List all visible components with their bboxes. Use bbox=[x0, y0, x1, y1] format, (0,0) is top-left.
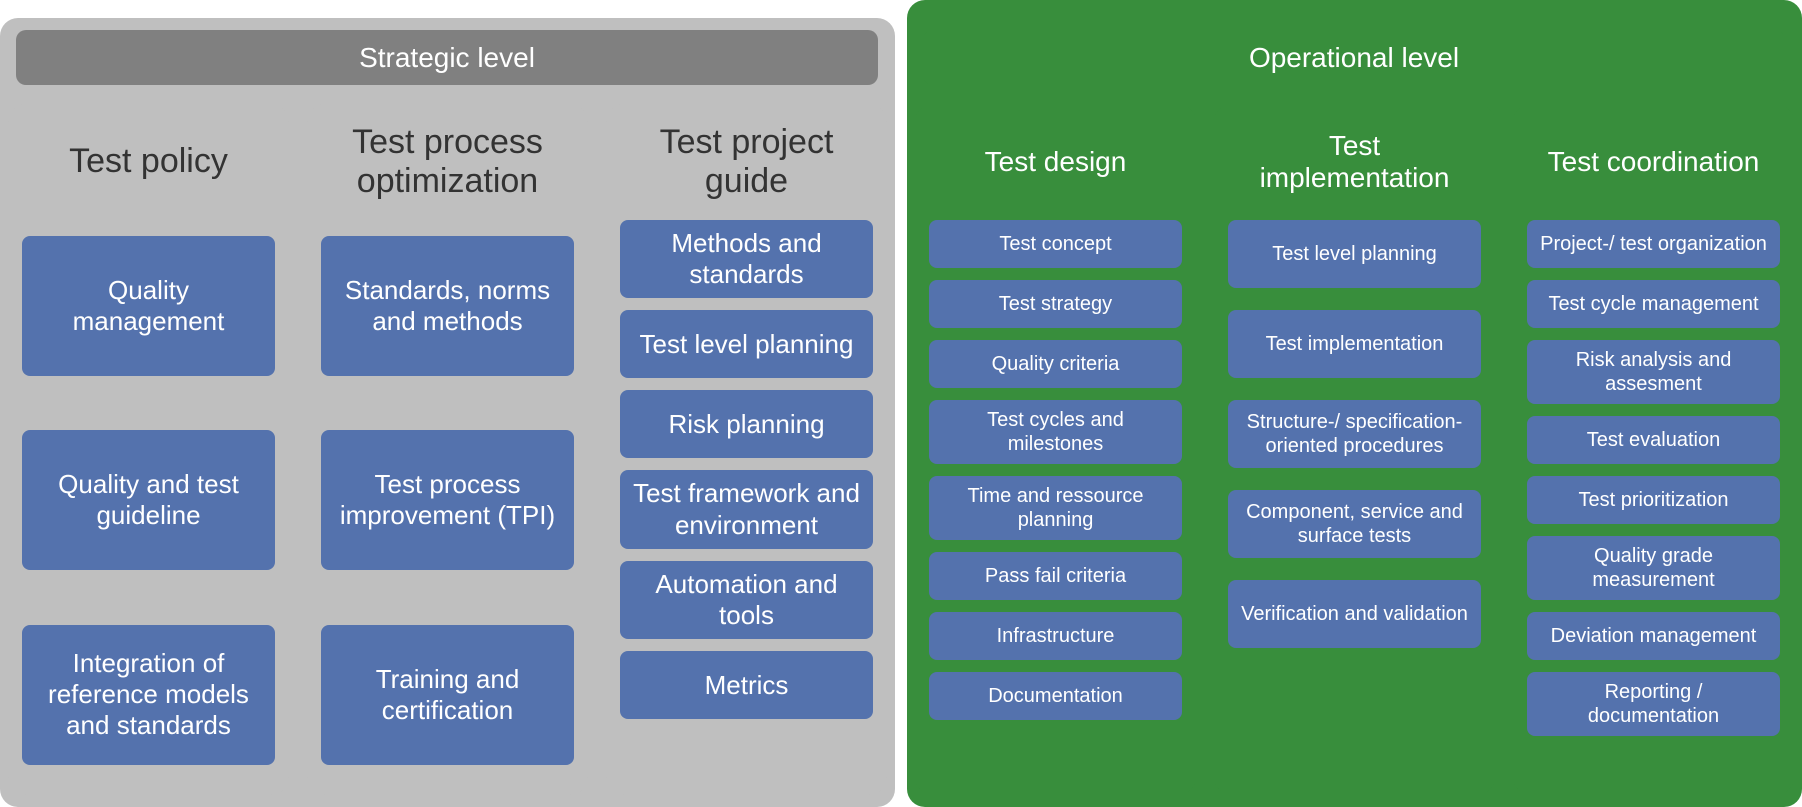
col-title-test-process-optimization: Test process optimization bbox=[325, 118, 570, 206]
item: Methods and standards bbox=[620, 220, 873, 298]
item: Metrics bbox=[620, 651, 873, 719]
col-title-test-policy: Test policy bbox=[26, 118, 271, 206]
item: Test cycle management bbox=[1527, 280, 1780, 328]
operational-level-bar: Operational level bbox=[923, 30, 1785, 85]
items-test-process-optimization: Standards, norms and methods Test proces… bbox=[321, 220, 574, 781]
item: Structure-/ specification-oriented proce… bbox=[1228, 400, 1481, 468]
col-test-project-guide: Test project guide Methods and standards… bbox=[606, 104, 887, 795]
strategic-level-bar: Strategic level bbox=[16, 30, 878, 85]
items-test-project-guide: Methods and standards Test level plannin… bbox=[620, 220, 873, 781]
item: Test level planning bbox=[1228, 220, 1481, 288]
col-test-design: Test design Test concept Test strategy Q… bbox=[915, 104, 1196, 795]
item: Automation and tools bbox=[620, 561, 873, 639]
item: Test implementation bbox=[1228, 310, 1481, 378]
item: Infrastructure bbox=[929, 612, 1182, 660]
item: Documentation bbox=[929, 672, 1182, 720]
strategic-level-label: Strategic level bbox=[359, 42, 535, 74]
item: Component, service and surface tests bbox=[1228, 490, 1481, 558]
item: Training and certification bbox=[321, 625, 574, 765]
item: Test cycles and milestones bbox=[929, 400, 1182, 464]
strategic-columns: Test policy Quality management Quality a… bbox=[0, 104, 895, 795]
col-title-test-coordination: Test coordination bbox=[1531, 118, 1776, 206]
item: Risk planning bbox=[620, 390, 873, 458]
item: Project-/ test organization bbox=[1527, 220, 1780, 268]
item: Quality grade measurement bbox=[1527, 536, 1780, 600]
items-test-coordination: Project-/ test organization Test cycle m… bbox=[1527, 220, 1780, 781]
operational-columns: Test design Test concept Test strategy Q… bbox=[907, 104, 1802, 795]
item: Verification and validation bbox=[1228, 580, 1481, 648]
item: Quality management bbox=[22, 236, 275, 376]
col-test-policy: Test policy Quality management Quality a… bbox=[8, 104, 289, 795]
items-test-design: Test concept Test strategy Quality crite… bbox=[929, 220, 1182, 781]
item: Quality criteria bbox=[929, 340, 1182, 388]
item: Test level planning bbox=[620, 310, 873, 378]
col-title-test-implementation: Test implementation bbox=[1232, 118, 1477, 206]
item: Quality and test guideline bbox=[22, 430, 275, 570]
col-title-test-design: Test design bbox=[933, 118, 1178, 206]
item: Standards, norms and methods bbox=[321, 236, 574, 376]
item: Risk analysis and assesment bbox=[1527, 340, 1780, 404]
item: Test process improvement (TPI) bbox=[321, 430, 574, 570]
item: Pass fail criteria bbox=[929, 552, 1182, 600]
item: Integration of reference models and stan… bbox=[22, 625, 275, 765]
item: Reporting / documentation bbox=[1527, 672, 1780, 736]
item: Time and ressource planning bbox=[929, 476, 1182, 540]
item: Test prioritization bbox=[1527, 476, 1780, 524]
item: Test concept bbox=[929, 220, 1182, 268]
item: Test strategy bbox=[929, 280, 1182, 328]
items-test-policy: Quality management Quality and test guid… bbox=[22, 220, 275, 781]
col-title-test-project-guide: Test project guide bbox=[624, 118, 869, 206]
item: Deviation management bbox=[1527, 612, 1780, 660]
item: Test evaluation bbox=[1527, 416, 1780, 464]
operational-level-label: Operational level bbox=[1249, 42, 1459, 74]
col-test-implementation: Test implementation Test level planning … bbox=[1214, 104, 1495, 795]
col-test-coordination: Test coordination Project-/ test organiz… bbox=[1513, 104, 1794, 795]
operational-group: Test design Test concept Test strategy Q… bbox=[907, 0, 1802, 807]
strategic-group: Test policy Quality management Quality a… bbox=[0, 0, 895, 807]
item: Test framework and environment bbox=[620, 470, 873, 548]
items-test-implementation: Test level planning Test implementation … bbox=[1228, 220, 1481, 781]
col-test-process-optimization: Test process optimization Standards, nor… bbox=[307, 104, 588, 795]
